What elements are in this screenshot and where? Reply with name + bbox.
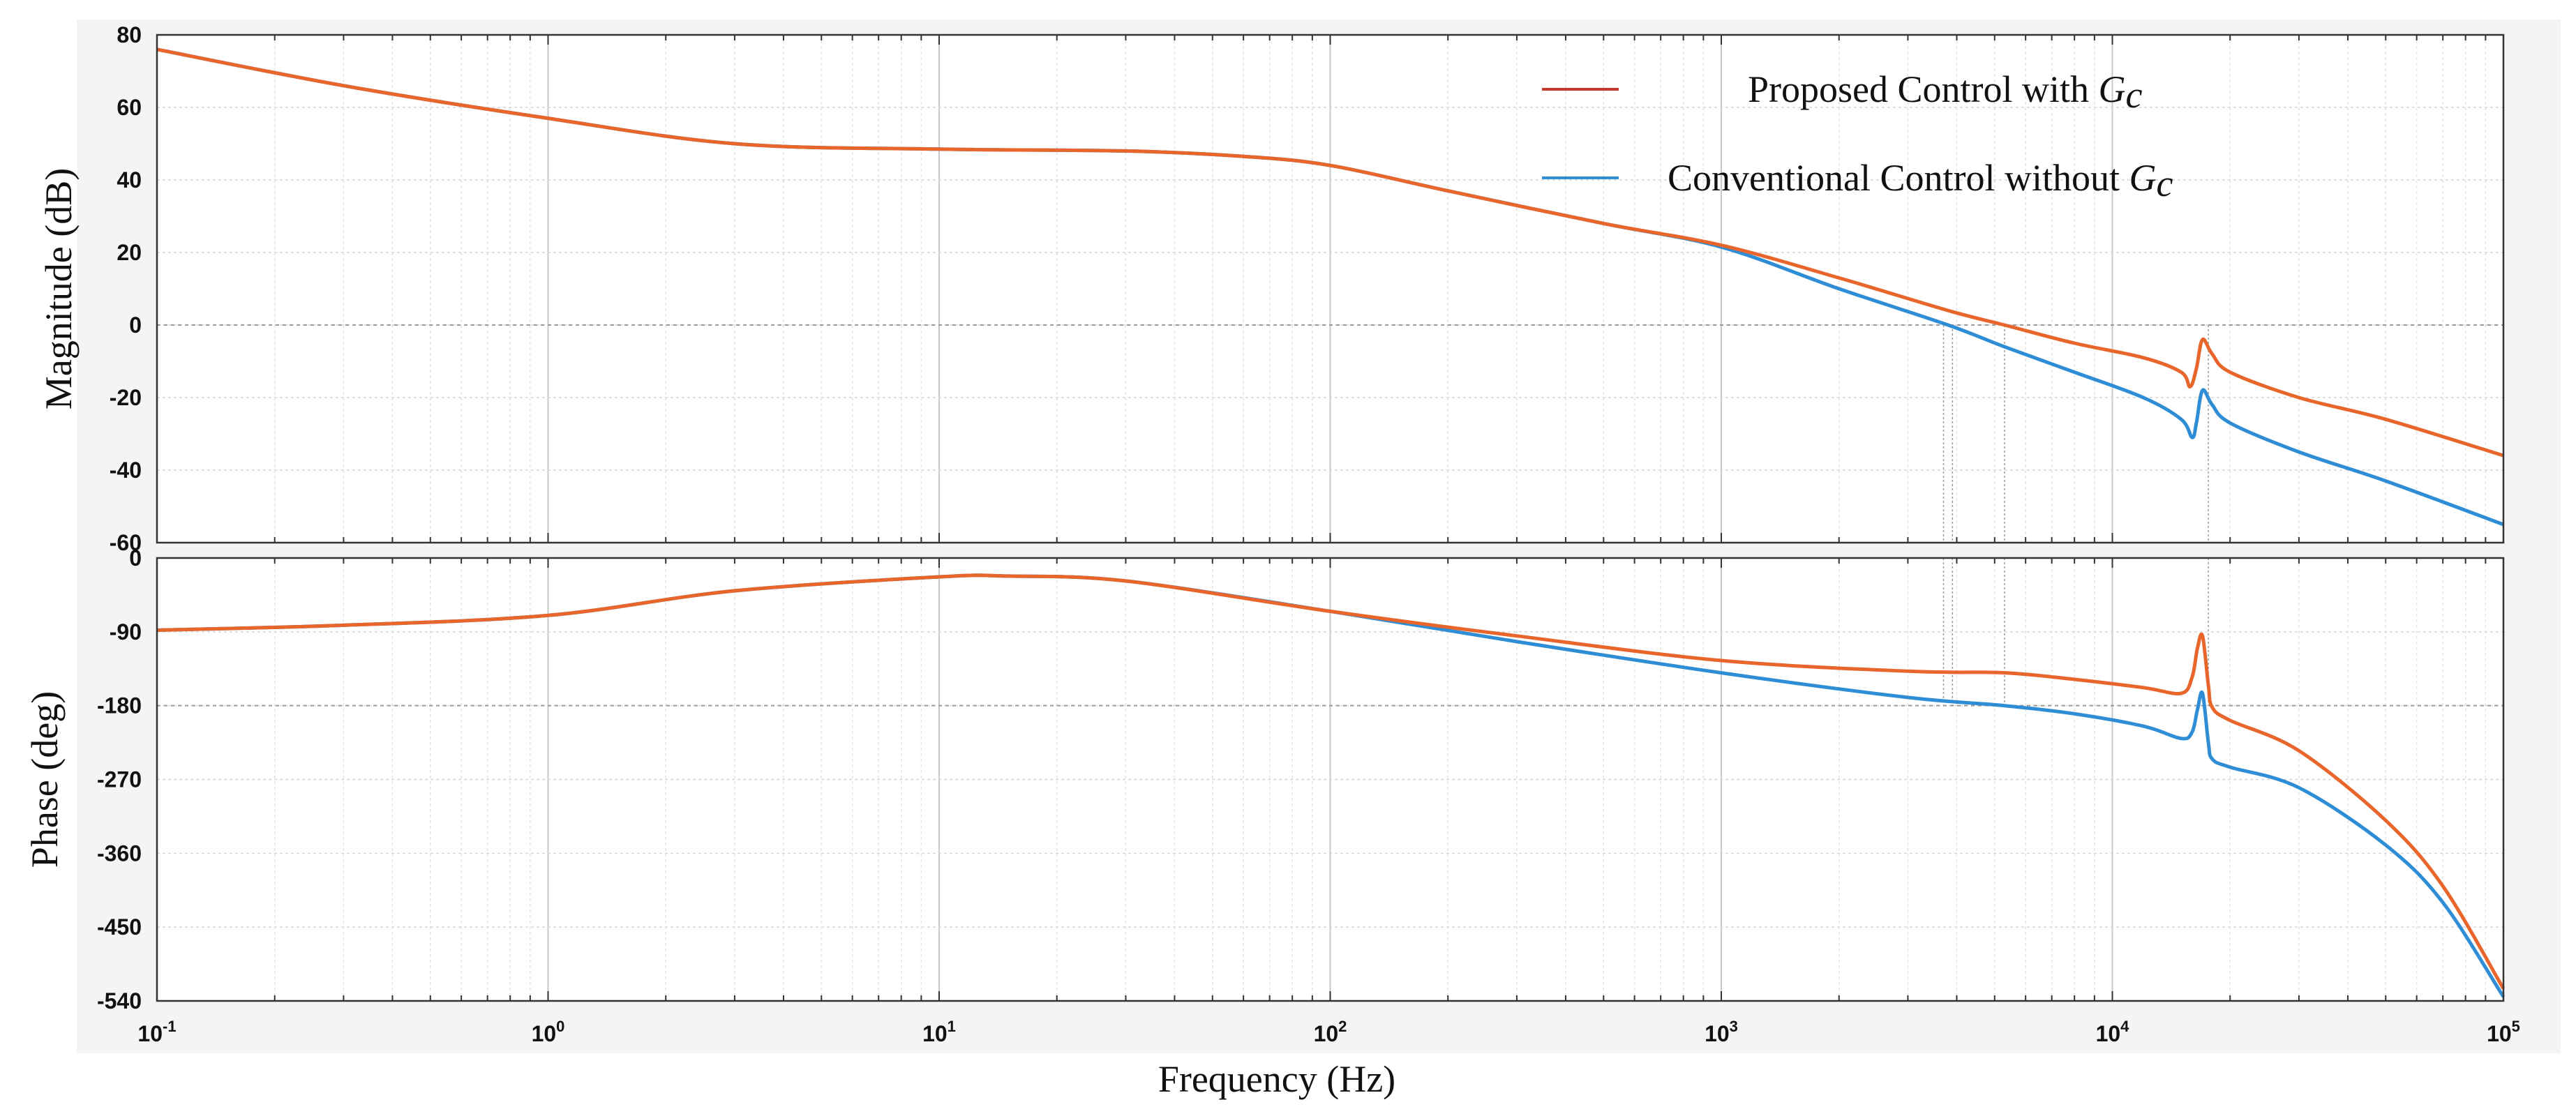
- magnitude-y-tick-label: -60: [110, 530, 142, 555]
- phase-y-tick-label: -360: [97, 840, 142, 866]
- legend-label-conventional: Conventional Control without Gc: [1668, 157, 2173, 204]
- magnitude-y-axis-label: Magnitude (dB): [38, 168, 80, 409]
- magnitude-frame: [156, 33, 2505, 544]
- magnitude-y-tick-label: 20: [117, 240, 142, 265]
- magnitude-y-tick-label: -20: [110, 385, 142, 410]
- phase-y-tick-label: -540: [97, 988, 142, 1013]
- magnitude-y-tick-label: 60: [117, 95, 142, 120]
- magnitude-series-proposed-line: [156, 47, 2504, 458]
- phase-y-tick-label: -450: [97, 914, 142, 940]
- magnitude-y-tick-label: -40: [110, 458, 142, 483]
- legend-label-proposed: Proposed Control with Gc: [1748, 68, 2143, 116]
- phase-y-axis-label: Phase (deg): [24, 691, 66, 868]
- x-tick-label: 100: [532, 1018, 565, 1046]
- phase-y-tick-label: -180: [97, 693, 142, 718]
- x-tick-label: 103: [1705, 1018, 1738, 1046]
- magnitude-panel: 80 60 40 20 0 -20 -40 -60 Magnitude (dB): [38, 22, 2505, 555]
- magnitude-y-tick-label: 80: [117, 22, 142, 47]
- x-tick-label: 102: [1314, 1018, 1347, 1046]
- phase-panel: 0 -90 -180 -270 -360 -450 -540 Phase (deg) 10-1 1…: [24, 545, 2520, 1046]
- magnitude-y-tick-label: 0: [129, 312, 142, 338]
- phase-y-tick-label: -90: [110, 619, 142, 644]
- magnitude-y-tick-label: 40: [117, 167, 142, 193]
- x-tick-label: 101: [922, 1018, 956, 1046]
- phase-y-tick-label: -270: [97, 767, 142, 792]
- x-tick-label: 10-1: [137, 1018, 176, 1046]
- x-tick-label: 104: [2096, 1018, 2130, 1046]
- phase-series-proposed-line: [156, 573, 2506, 990]
- legend: Proposed Control with Gc Conventional Con…: [1542, 68, 2173, 204]
- phase-frame: [156, 557, 2505, 1002]
- x-axis-label: Frequency (Hz): [1158, 1058, 1395, 1100]
- x-tick-label: 105: [2487, 1018, 2520, 1046]
- phase-y-tick-label: 0: [129, 545, 142, 571]
